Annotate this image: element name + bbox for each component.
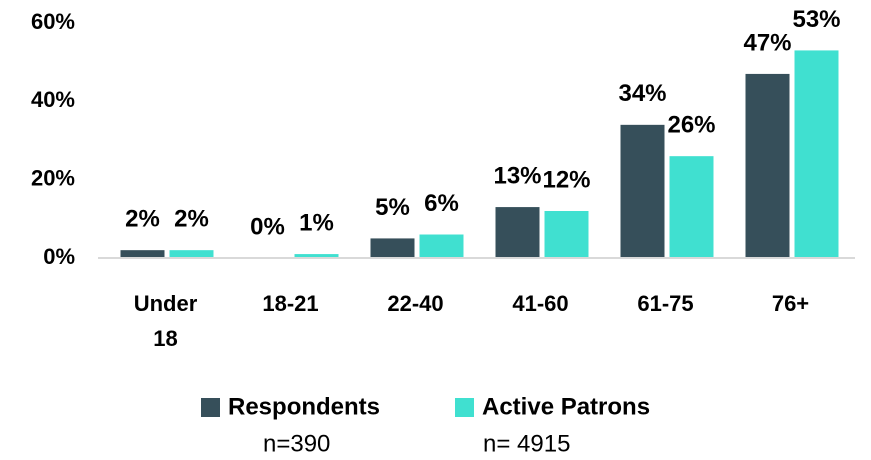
bar xyxy=(669,156,714,258)
legend-note: n=390 xyxy=(263,430,330,457)
x-tick-label: 61-75 xyxy=(637,291,693,316)
data-label: 47% xyxy=(743,29,791,56)
data-label: 6% xyxy=(424,190,459,217)
data-label: 1% xyxy=(299,209,334,236)
data-label: 2% xyxy=(174,206,209,233)
bar xyxy=(370,238,415,258)
x-tick-label: 18-21 xyxy=(262,291,318,316)
x-tick-label: 22-40 xyxy=(387,291,443,316)
data-label: 0% xyxy=(250,213,285,240)
x-tick-line: Under xyxy=(134,291,198,316)
y-tick-label: 60% xyxy=(31,9,75,34)
bar xyxy=(120,250,165,258)
legend-label: Active Patrons xyxy=(482,393,650,420)
data-label: 2% xyxy=(125,206,160,233)
y-tick-label: 20% xyxy=(31,165,75,190)
data-label: 34% xyxy=(618,80,666,107)
x-tick-label: Under 18 xyxy=(134,291,198,351)
bar xyxy=(169,250,214,258)
bar xyxy=(495,207,540,258)
legend-swatch xyxy=(455,398,474,417)
y-tick-label: 40% xyxy=(31,87,75,112)
data-label: 5% xyxy=(375,194,410,221)
data-label: 13% xyxy=(493,162,541,189)
x-tick-line: 18 xyxy=(153,326,177,351)
data-label: 53% xyxy=(792,6,840,33)
x-tick-label: 41-60 xyxy=(512,291,568,316)
legend-label: Respondents xyxy=(228,393,380,420)
data-label: 12% xyxy=(542,166,590,193)
bar xyxy=(794,50,839,258)
legend-swatch xyxy=(201,398,220,417)
bar xyxy=(419,234,464,258)
bar xyxy=(745,73,790,259)
legend-note: n= 4915 xyxy=(483,430,570,457)
y-tick-label: 0% xyxy=(43,244,75,269)
bar xyxy=(620,124,665,258)
bar xyxy=(294,254,339,258)
data-label: 26% xyxy=(667,112,715,139)
bar xyxy=(544,211,589,258)
x-tick-label: 76+ xyxy=(772,291,809,316)
